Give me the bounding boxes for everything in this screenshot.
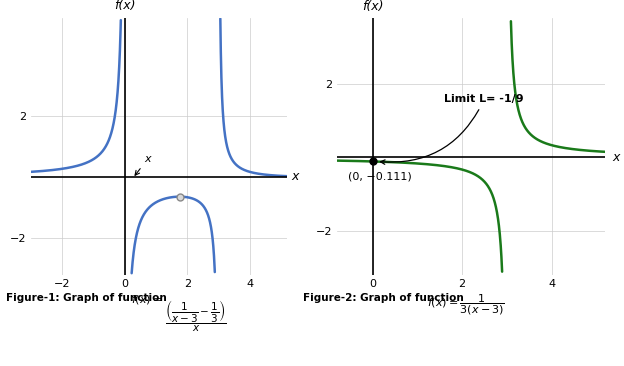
- Text: Figure-2: Graph of function: Figure-2: Graph of function: [303, 293, 464, 303]
- Text: x: x: [612, 151, 620, 164]
- Text: $\dfrac{\left(\dfrac{1}{x-3}-\dfrac{1}{3}\right)}{x}$: $\dfrac{\left(\dfrac{1}{x-3}-\dfrac{1}{3…: [165, 298, 227, 333]
- Text: f(x): f(x): [114, 0, 135, 12]
- Text: Limit L= -1/9: Limit L= -1/9: [381, 94, 524, 164]
- Text: (0, −0.111): (0, −0.111): [348, 171, 412, 182]
- Text: $f(x) = \dfrac{1}{3(x-3)}$: $f(x) = \dfrac{1}{3(x-3)}$: [427, 293, 505, 317]
- Text: Figure-1: Graph of function: Figure-1: Graph of function: [6, 293, 167, 303]
- Text: $f(x) =$: $f(x) =$: [131, 293, 162, 306]
- Text: $x$: $x$: [135, 154, 152, 175]
- Text: x: x: [292, 171, 299, 183]
- Text: f(x): f(x): [362, 0, 384, 13]
